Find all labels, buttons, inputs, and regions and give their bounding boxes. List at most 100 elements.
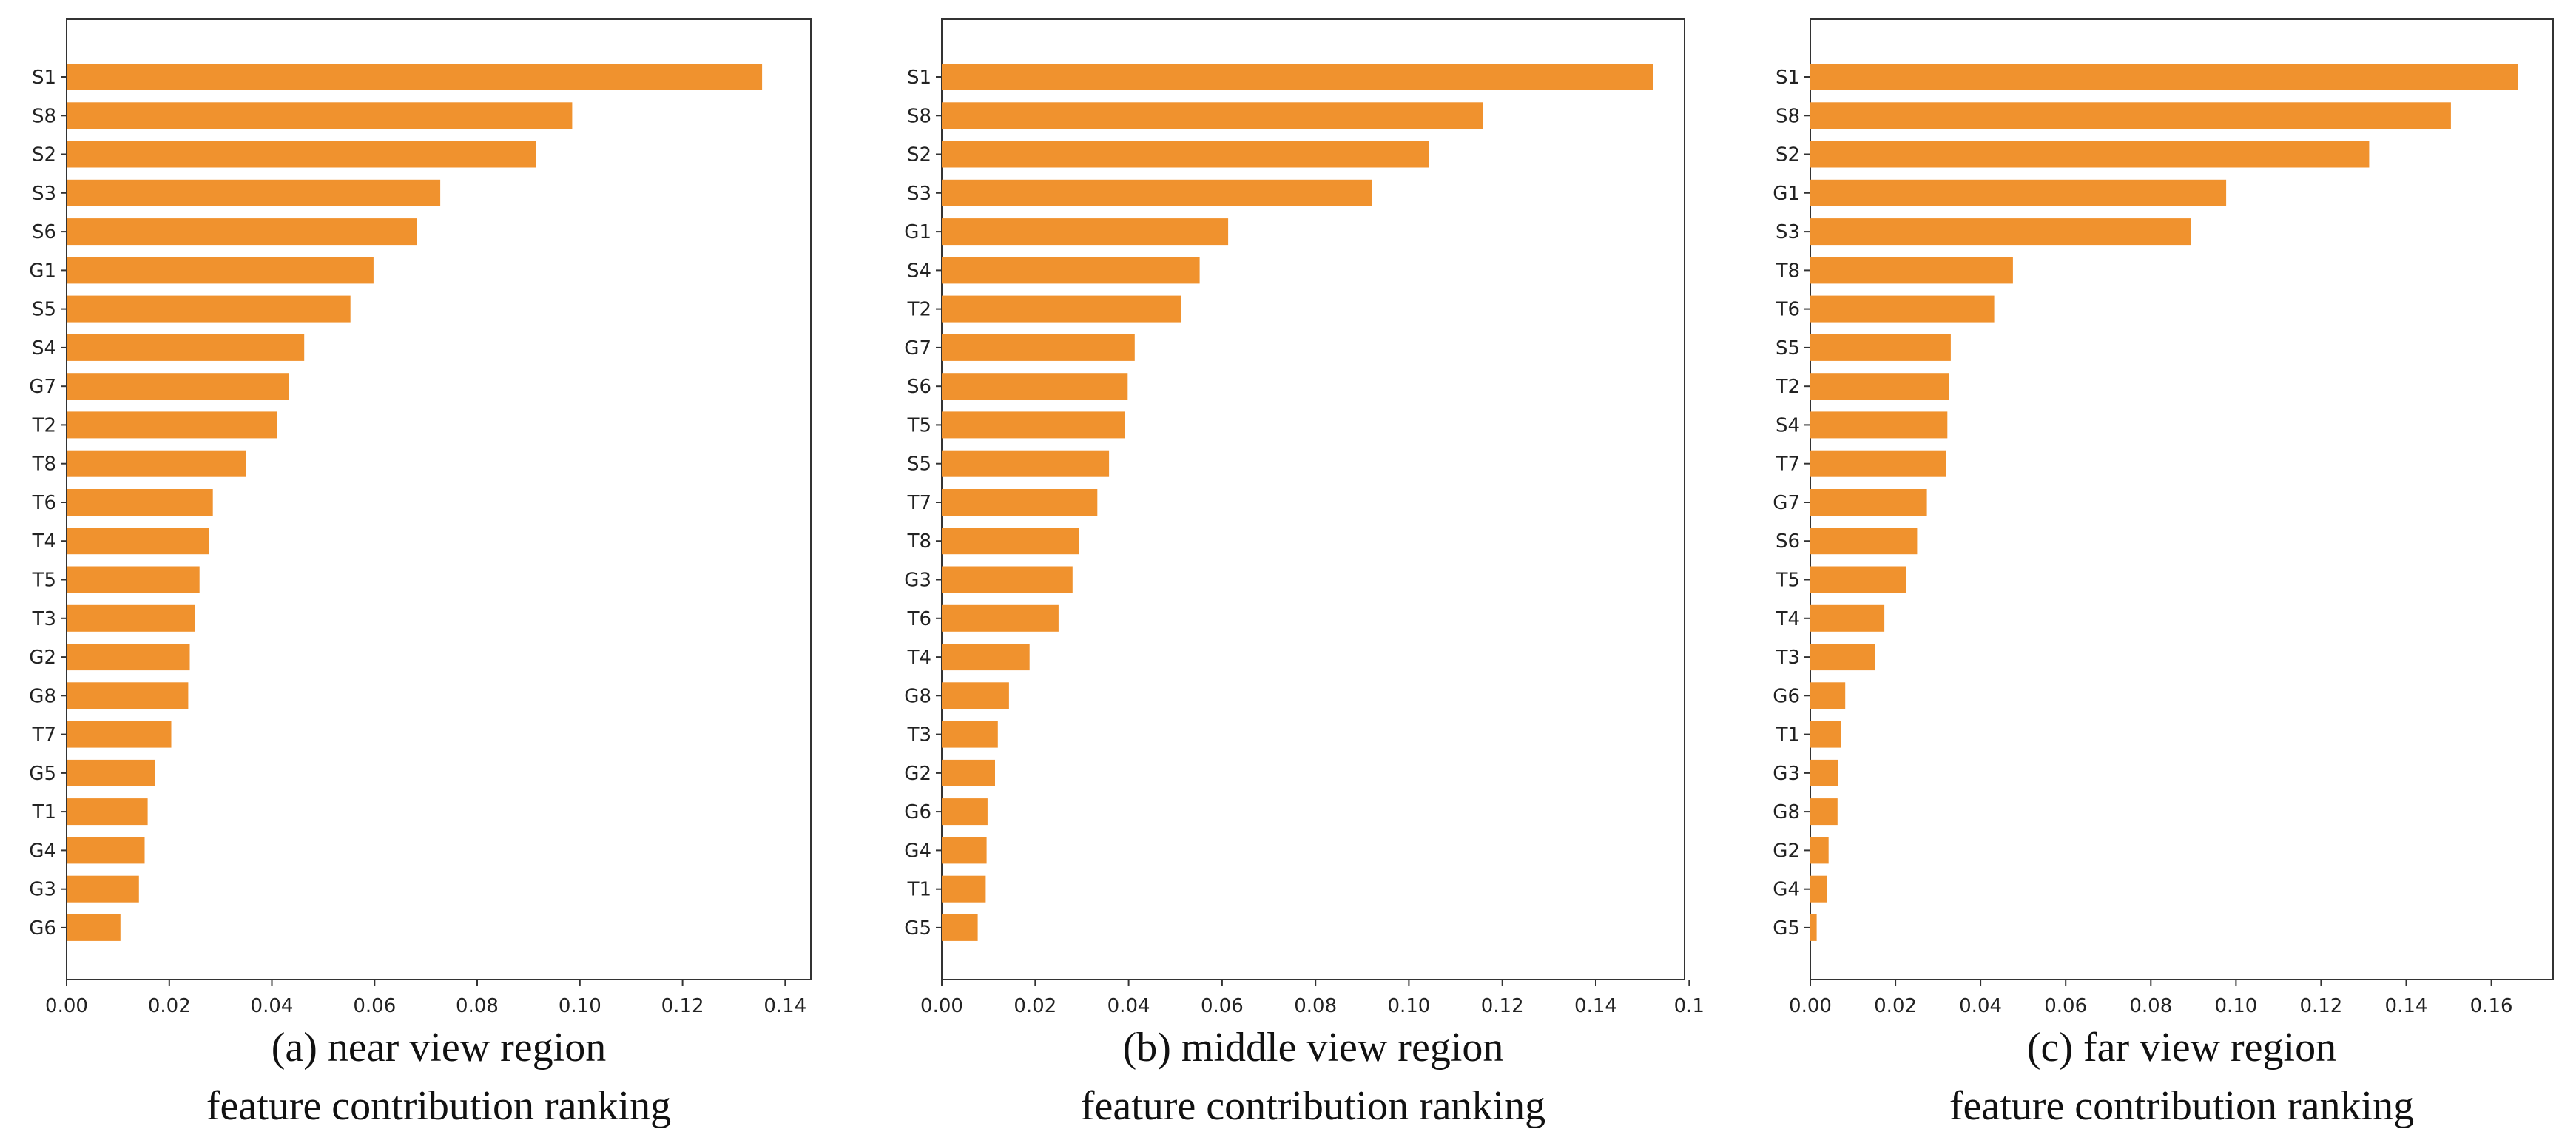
x-tick-label: 0.04 [251, 995, 294, 1017]
panel-caption: (c) far view region [2027, 1025, 2336, 1071]
x-tick-label: 0.14 [2385, 995, 2428, 1017]
bar-t4 [942, 644, 1030, 671]
category-label: S4 [32, 337, 56, 360]
bar-s6 [67, 218, 417, 246]
bar-t1 [1810, 721, 1841, 748]
bar-t8 [1810, 257, 2013, 284]
category-label: T7 [32, 724, 56, 746]
bar-g4 [67, 837, 145, 864]
bar-t6 [1810, 295, 1995, 323]
category-label: T2 [907, 299, 931, 321]
bar-s2 [942, 141, 1429, 168]
category-label: S2 [32, 144, 56, 166]
category-label: S5 [1776, 337, 1800, 360]
bar-s8 [1810, 102, 2451, 129]
category-label: T1 [907, 879, 931, 901]
category-label: G8 [29, 685, 56, 707]
x-tick-label: 0.08 [1294, 995, 1337, 1017]
x-tick-label: 0.06 [1201, 995, 1244, 1017]
category-label: T5 [32, 570, 56, 592]
bar-t6 [942, 604, 1059, 632]
bar-t8 [67, 450, 246, 477]
category-label: T6 [1776, 299, 1800, 321]
category-label: G3 [29, 879, 56, 901]
bar-s3 [67, 179, 441, 206]
panel-far-view: S1 S8 S2 G1 S3 T8 T6 S5 T2 S4 T7 G7 S6 T5 T4 T3 G6 T1 G3 G8… [1773, 18, 2554, 1129]
bar-s1 [1810, 64, 2518, 90]
panel-subcaption: feature contribution ranking [1081, 1083, 1545, 1129]
category-label: S3 [907, 183, 931, 205]
x-tick-label: 0.16 [2470, 995, 2513, 1017]
panel-caption: (b) middle view region [1123, 1025, 1504, 1071]
category-label: S2 [1776, 144, 1800, 166]
bar-t4 [67, 528, 209, 555]
bar-g6 [1810, 682, 1846, 709]
bar-g5 [942, 914, 978, 941]
bar-t7 [1810, 450, 1946, 477]
category-label: G2 [904, 763, 931, 785]
bar-s2 [67, 141, 536, 168]
bar-g5 [1810, 914, 1817, 941]
bar-s2 [1810, 141, 2370, 168]
bar-t1 [67, 798, 148, 826]
category-label: G1 [1773, 183, 1800, 205]
category-label: T3 [32, 608, 56, 630]
bar-g1 [67, 257, 374, 284]
category-label: S5 [32, 299, 56, 321]
x-tick-label: 0.08 [456, 995, 499, 1017]
category-label: S8 [1776, 105, 1800, 127]
category-label: G4 [1773, 879, 1800, 901]
x-tick-label: 0.12 [661, 995, 704, 1017]
category-label: G3 [1773, 763, 1800, 785]
x-tick-label: 0.02 [1874, 995, 1917, 1017]
bar-s4 [67, 334, 305, 361]
bar-g8 [1810, 798, 1838, 826]
category-label: G2 [29, 647, 56, 669]
bar-t3 [942, 721, 998, 748]
category-label: T1 [1776, 724, 1800, 746]
category-label: T8 [32, 454, 56, 476]
bar-s5 [67, 295, 351, 323]
bar-g3 [1810, 759, 1838, 786]
bar-g4 [942, 837, 987, 864]
panel-subcaption: feature contribution ranking [206, 1083, 671, 1129]
bar-g7 [1810, 489, 1927, 516]
category-label: S6 [1776, 530, 1800, 553]
bar-t2 [67, 411, 277, 439]
bar-g7 [942, 334, 1135, 361]
bar-t5 [942, 411, 1125, 439]
bar-s3 [1810, 218, 2191, 246]
panel-middle-view: S1 S8 S2 S3 G1 S4 T2 G7 S6 T5 S5 T7 T8 G3 T6 T4 G8 T3 G2 G6… [904, 18, 1705, 1129]
x-tick-label: 0.02 [148, 995, 191, 1017]
category-label: G3 [904, 570, 931, 592]
bar-t1 [942, 875, 986, 903]
category-label: S3 [32, 183, 56, 205]
bar-s4 [1810, 411, 1948, 439]
category-label: T4 [32, 530, 56, 553]
bar-g1 [1810, 179, 2227, 206]
bar-g6 [942, 798, 988, 826]
category-label: G8 [904, 685, 931, 707]
bar-s1 [942, 64, 1653, 90]
category-label: T5 [907, 414, 931, 437]
category-label: G1 [29, 260, 56, 282]
category-label: T5 [1776, 570, 1800, 592]
bar-g2 [1810, 837, 1829, 864]
x-tick-label: 0.00 [920, 995, 963, 1017]
category-label: S8 [32, 105, 56, 127]
bar-t4 [1810, 604, 1885, 632]
category-label: G4 [29, 840, 56, 862]
category-label: G4 [904, 840, 931, 862]
bar-t5 [1810, 566, 1906, 593]
category-label: S4 [1776, 414, 1800, 437]
category-label: G8 [1773, 801, 1800, 823]
category-label: T6 [32, 492, 56, 514]
category-label: T7 [907, 492, 931, 514]
category-label: T3 [1776, 647, 1800, 669]
category-label: G7 [1773, 492, 1800, 514]
x-tick-label: 0.12 [2299, 995, 2342, 1017]
bar-g4 [1810, 875, 1827, 903]
category-label: G7 [29, 376, 56, 398]
category-label: T8 [1776, 260, 1800, 282]
